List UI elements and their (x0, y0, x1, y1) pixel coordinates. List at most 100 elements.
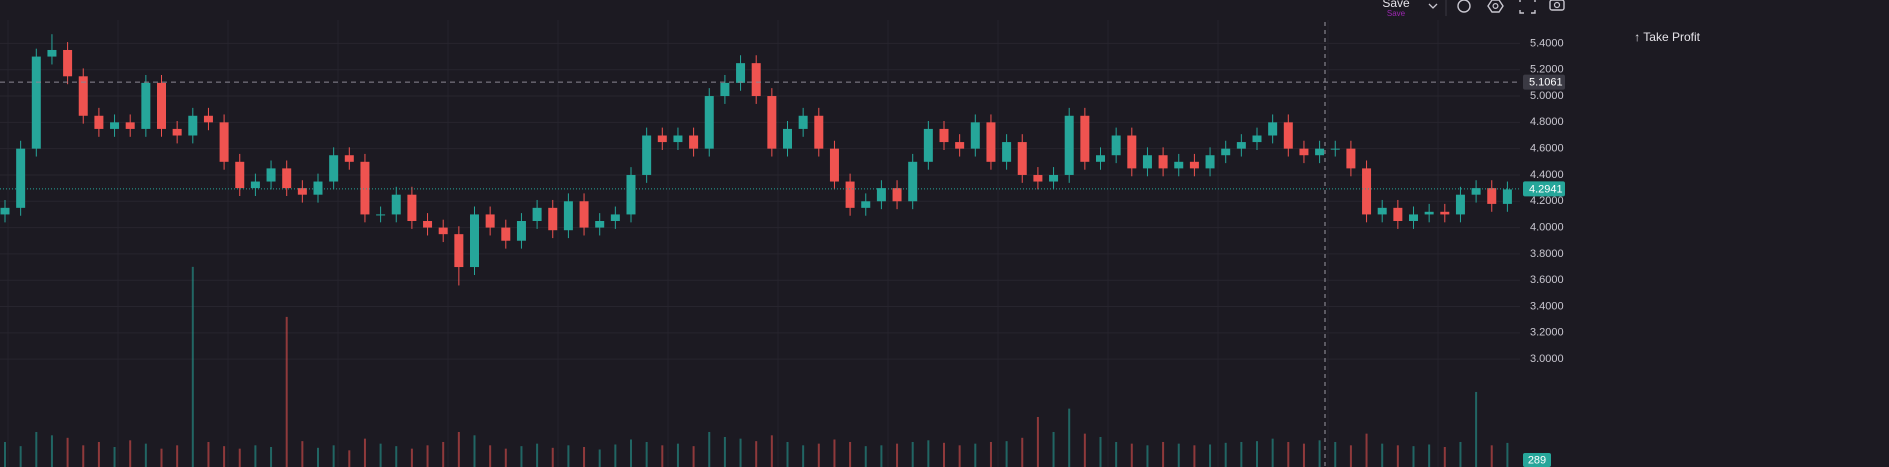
volume-bar (410, 448, 413, 467)
candle-body (1236, 142, 1246, 149)
candle-body (751, 63, 761, 97)
y-tick-label: 4.8000 (1530, 116, 1564, 128)
candle-body (1268, 122, 1278, 136)
candle-body (438, 227, 448, 235)
volume-bar (896, 443, 899, 467)
fullscreen-icon[interactable] (1519, 0, 1536, 14)
volume-bar (1475, 391, 1478, 467)
volume-bar (317, 447, 319, 467)
volume-bar (833, 439, 836, 467)
volume-bar (1193, 445, 1196, 467)
volume-bar (1130, 443, 1133, 467)
candle-body (595, 221, 605, 228)
y-tick-label: 5.0000 (1530, 90, 1564, 102)
candle-body (454, 234, 464, 268)
candle-body (908, 161, 918, 202)
candle-body (78, 76, 88, 116)
candle-body (501, 227, 511, 241)
volume-bar (97, 441, 100, 467)
candle-body (1096, 155, 1105, 162)
candle-body (783, 128, 792, 149)
volume-bar (880, 445, 883, 467)
candle-body (1299, 148, 1309, 156)
volume-bar (911, 441, 914, 467)
volume-bar (223, 446, 226, 467)
volume-bar (363, 438, 366, 467)
volume-bar (176, 445, 179, 467)
volume-bar (473, 435, 476, 467)
candle-body (125, 122, 135, 129)
candle-body (876, 188, 886, 202)
volume-bar (160, 448, 163, 467)
candle-body (861, 201, 871, 208)
volume-bar (1490, 445, 1493, 467)
candle-body (16, 148, 26, 208)
volume-bar (82, 445, 85, 467)
volume-bar (661, 445, 664, 467)
candle-body (1393, 207, 1403, 222)
candle-body (720, 82, 730, 97)
volume-bar (504, 448, 507, 467)
candle-body (939, 128, 949, 143)
volume-bar (66, 437, 69, 467)
candle-body (282, 168, 292, 189)
volume-bar (238, 448, 241, 467)
candle-body (642, 135, 652, 175)
candle-body (970, 122, 980, 149)
y-tick-label: 3.6000 (1530, 274, 1564, 286)
candle-body (1471, 188, 1481, 195)
volume-bar (1005, 441, 1008, 467)
candle-body (1502, 189, 1512, 204)
candle-body (1174, 161, 1184, 169)
candle-body (579, 201, 589, 228)
volume-bar (1036, 416, 1039, 467)
save-dropdown[interactable] (1428, 3, 1438, 9)
price-label: 5.1061 (1529, 76, 1563, 88)
volume-bar (1021, 437, 1024, 467)
volume-bar (567, 445, 570, 467)
volume-bar (50, 435, 53, 467)
settings-icon[interactable] (1487, 0, 1504, 13)
candle-body (1002, 142, 1012, 162)
candle-body (250, 181, 260, 189)
candle-body (94, 115, 104, 129)
volume-bar (802, 445, 805, 467)
volume-bar (864, 446, 867, 467)
volume-bar (1271, 438, 1274, 467)
candle-body (767, 96, 777, 149)
candle-body (1455, 194, 1465, 215)
volume-bar (129, 440, 132, 467)
screenshot-icon[interactable] (1549, 0, 1565, 11)
save-button[interactable]: Save (1382, 0, 1410, 10)
candle-body (1330, 148, 1340, 150)
volume-bar (489, 445, 492, 467)
toolbar: Save Save (1382, 0, 1565, 18)
candle-body (610, 214, 620, 222)
candle-body (798, 115, 808, 129)
volume-bar (943, 442, 945, 467)
volume-bar (254, 445, 257, 467)
candle-body (376, 214, 386, 216)
volume-bar (723, 436, 726, 467)
alert-icon[interactable] (1457, 0, 1471, 13)
candle-body (47, 49, 57, 57)
volume-bar (1334, 441, 1337, 467)
volume-bar (1209, 444, 1212, 467)
candle-body (219, 122, 229, 162)
plot-area (0, 34, 1520, 467)
candle-body (407, 194, 417, 222)
y-tick-label: 5.2000 (1530, 64, 1564, 76)
grid (0, 20, 1520, 467)
candle-body (141, 82, 151, 129)
candle-body (1283, 122, 1293, 149)
candle-body (1362, 168, 1372, 215)
y-tick-label: 3.8000 (1530, 248, 1564, 260)
candle-body (1142, 155, 1152, 169)
y-tick-label: 3.4000 (1530, 300, 1564, 312)
volume-bar (927, 440, 930, 467)
y-tick-label: 4.6000 (1530, 143, 1564, 155)
candle-body (297, 188, 307, 195)
volume-bar (457, 431, 460, 467)
candle-body (313, 181, 323, 195)
volume-bar (35, 431, 38, 467)
